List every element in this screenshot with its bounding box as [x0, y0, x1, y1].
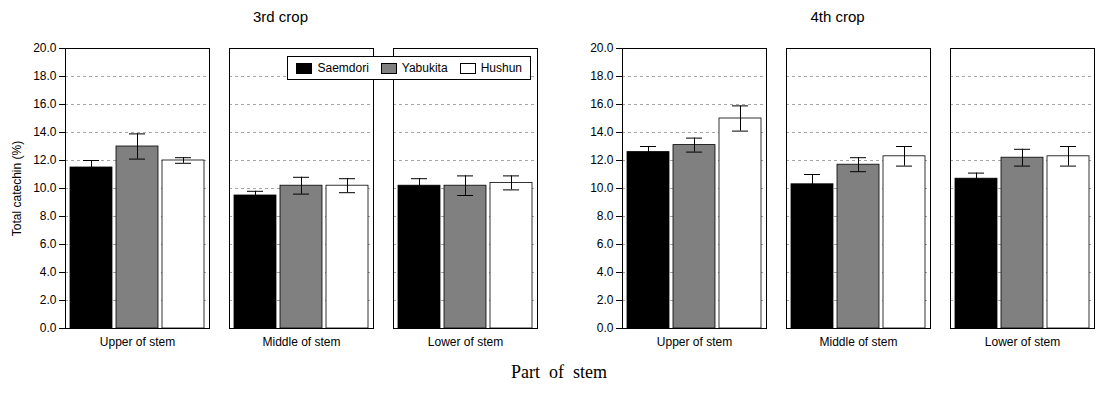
svg-text:Upper of stem: Upper of stem	[657, 335, 732, 349]
svg-text:Middle of stem: Middle of stem	[262, 335, 340, 349]
svg-text:10.0: 10.0	[590, 181, 614, 195]
svg-text:Middle of stem: Middle of stem	[819, 335, 897, 349]
svg-text:0.0: 0.0	[597, 321, 614, 335]
svg-text:14.0: 14.0	[590, 125, 614, 139]
svg-text:12.0: 12.0	[590, 153, 614, 167]
svg-text:Upper of stem: Upper of stem	[100, 335, 175, 349]
svg-text:10.0: 10.0	[33, 181, 57, 195]
svg-text:4.0: 4.0	[597, 265, 614, 279]
html-text:Saemdori: Saemdori	[317, 61, 369, 75]
svg-text:8.0: 8.0	[40, 209, 57, 223]
svg-text:14.0: 14.0	[33, 125, 57, 139]
html-text:4th crop: 4th crop	[810, 8, 865, 25]
html-text:Part of stem: Part of stem	[511, 362, 607, 382]
html-text:3rd crop: 3rd crop	[253, 8, 308, 25]
svg-text:16.0: 16.0	[590, 97, 614, 111]
svg-text:6.0: 6.0	[40, 237, 57, 251]
html-text:Yabukita: Yabukita	[401, 61, 448, 75]
svg-text:20.0: 20.0	[590, 41, 614, 55]
svg-text:16.0: 16.0	[33, 97, 57, 111]
svg-text:2.0: 2.0	[40, 293, 57, 307]
svg-text:Total catechin (%): Total catechin (%)	[10, 141, 24, 236]
html-text:Hushun: Hushun	[480, 61, 522, 75]
svg-text:Lower of stem: Lower of stem	[985, 335, 1060, 349]
svg-text:0.0: 0.0	[40, 321, 57, 335]
svg-text:18.0: 18.0	[590, 69, 614, 83]
svg-text:12.0: 12.0	[33, 153, 57, 167]
svg-text:20.0: 20.0	[33, 41, 57, 55]
svg-text:2.0: 2.0	[597, 293, 614, 307]
svg-text:6.0: 6.0	[597, 237, 614, 251]
svg-text:8.0: 8.0	[597, 209, 614, 223]
svg-text:Lower of stem: Lower of stem	[428, 335, 503, 349]
svg-text:4.0: 4.0	[40, 265, 57, 279]
svg-text:18.0: 18.0	[33, 69, 57, 83]
